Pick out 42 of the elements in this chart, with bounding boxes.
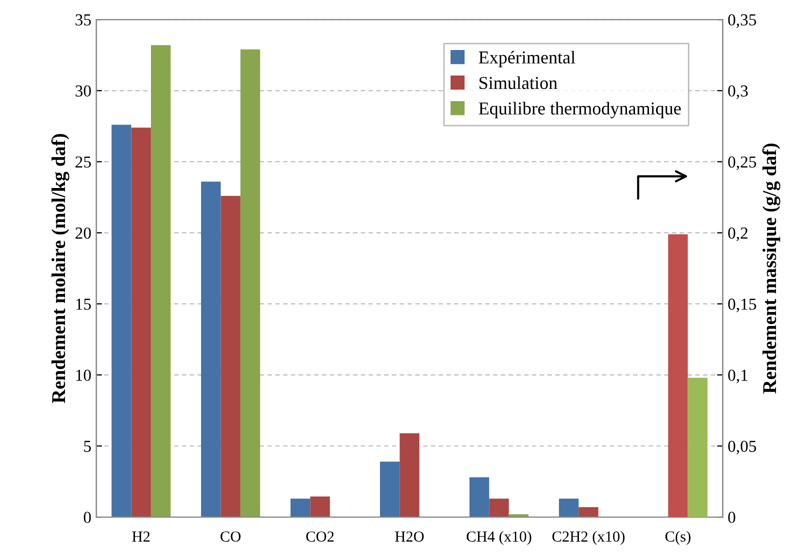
- x-tick-label: C(s): [665, 530, 690, 545]
- y-tick-label: 0: [84, 512, 91, 524]
- legend-label: Simulation: [480, 76, 558, 90]
- bar: [380, 462, 400, 518]
- y-tick-label: 35: [76, 14, 91, 26]
- y2-tick-label: 0,35: [728, 14, 756, 28]
- y-tick-label: 5: [84, 440, 91, 452]
- bar: [131, 128, 151, 518]
- y2-tick-label: 0,25: [728, 156, 756, 170]
- y2-axis-title: Rendement massique (g/g daf): [762, 144, 780, 394]
- x-tick-label: CO2: [306, 531, 334, 542]
- legend-label: Equilibre thermodynamique: [478, 102, 681, 118]
- y-tick-label: 15: [76, 298, 91, 310]
- bar: [400, 433, 420, 518]
- x-tick-label: H2: [132, 531, 150, 542]
- y2-tick-label: 0,1: [728, 370, 748, 384]
- x-tick-label: CH4 (x10): [466, 530, 532, 545]
- x-tick-label: H2O: [395, 531, 424, 542]
- bar: [201, 182, 221, 518]
- bar: [310, 496, 330, 518]
- y2-tick-label: 0,05: [728, 440, 756, 454]
- y-tick-label: 30: [76, 85, 91, 97]
- x-tick-label: C2H2 (x10): [552, 530, 625, 545]
- y2-tick-label: 0: [728, 512, 736, 524]
- y-tick-label: 10: [76, 370, 91, 381]
- y-axis-title: Rendement molaire (mol/kg daf): [51, 134, 70, 404]
- bar: [240, 49, 260, 518]
- bar: [150, 45, 171, 518]
- bar: [112, 124, 132, 518]
- x-tick-label: CO: [220, 531, 241, 542]
- bar: [489, 498, 509, 518]
- bar: [558, 498, 579, 518]
- y-tick-label: 25: [76, 156, 91, 168]
- bar: [469, 477, 490, 518]
- y2-tick-label: 0,3: [728, 85, 748, 99]
- legend-label: Expérimental: [478, 50, 576, 68]
- bar: [220, 196, 240, 518]
- y-tick-label: 20: [76, 227, 91, 239]
- bar: [290, 498, 310, 518]
- y2-tick-label: 0,2: [728, 227, 748, 242]
- bar: [578, 507, 598, 518]
- y2-tick-label: 0,15: [728, 298, 756, 312]
